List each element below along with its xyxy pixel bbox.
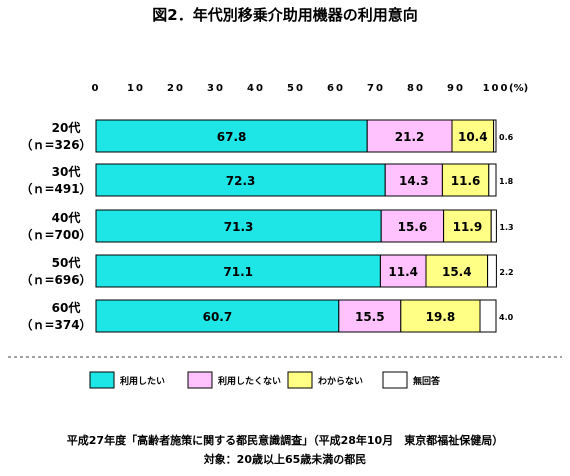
bar-segment bbox=[338, 299, 402, 333]
data-label: 15.6 bbox=[398, 220, 428, 234]
data-label: 11.9 bbox=[453, 220, 483, 234]
bar-segment bbox=[443, 209, 492, 243]
x-tick-label: 70 bbox=[367, 83, 385, 94]
data-label: 15.5 bbox=[355, 310, 385, 324]
legend-label: 無回答 bbox=[413, 375, 441, 387]
x-tick-label: 0 bbox=[92, 83, 101, 94]
bar-segment bbox=[493, 119, 497, 153]
target-note: 対象：20歳以上65歳未満の都民 bbox=[203, 452, 367, 466]
data-label: 19.8 bbox=[426, 310, 456, 324]
bar-segment bbox=[425, 254, 489, 288]
data-label: 21.2 bbox=[395, 130, 425, 144]
bar-segment bbox=[95, 209, 382, 243]
category-label: 30代 bbox=[52, 164, 81, 179]
x-axis: 0 10 20 30 40 50 60 70 80 90 100 (%) bbox=[92, 83, 529, 94]
x-tick-label: 30 bbox=[207, 83, 225, 94]
bar-segment bbox=[479, 299, 497, 333]
data-label: 1.8 bbox=[499, 177, 514, 186]
bar-segment bbox=[95, 254, 381, 288]
category-n-label: （ｎ=374） bbox=[20, 317, 91, 332]
bar-row: 20代 （ｎ=326） 67.8 21.2 10.4 0.6 bbox=[20, 119, 514, 153]
bar-row: 30代 （ｎ=491） 72.3 14.3 11.6 1.8 bbox=[20, 163, 514, 197]
category-label: 50代 bbox=[52, 255, 81, 270]
data-label: 1.3 bbox=[499, 223, 513, 232]
data-label: 11.4 bbox=[388, 265, 418, 279]
legend-label: わからない bbox=[318, 376, 363, 387]
x-tick-label: 50 bbox=[287, 83, 305, 94]
bar-segment bbox=[95, 119, 368, 153]
x-tick-label: 80 bbox=[407, 83, 425, 94]
x-tick-label: 90 bbox=[447, 83, 465, 94]
legend-item: わからない bbox=[287, 371, 363, 389]
category-n-label: （ｎ=326） bbox=[20, 137, 91, 152]
category-n-label: （ｎ=696） bbox=[20, 272, 91, 287]
legend-swatch bbox=[382, 371, 408, 389]
data-label: 4.0 bbox=[499, 313, 514, 322]
bar-segment bbox=[384, 163, 443, 197]
category-n-label: （ｎ=700） bbox=[20, 227, 91, 242]
bar-row: 50代 （ｎ=696） 71.1 11.4 15.4 2.2 bbox=[20, 254, 514, 288]
data-label: 67.8 bbox=[217, 130, 247, 144]
data-label: 10.4 bbox=[458, 130, 488, 144]
data-label: 72.3 bbox=[226, 174, 256, 188]
data-label: 0.6 bbox=[499, 133, 514, 142]
legend-item: 無回答 bbox=[382, 371, 441, 389]
chart-title: 図2．年代別移乗介助用機器の利用意向 bbox=[152, 6, 417, 24]
x-tick-label: 10 bbox=[127, 83, 145, 94]
data-label: 71.3 bbox=[224, 220, 254, 234]
legend-swatch bbox=[89, 371, 115, 389]
legend-item: 利用したい bbox=[89, 371, 165, 389]
data-label: 60.7 bbox=[203, 310, 233, 324]
data-label: 14.3 bbox=[399, 174, 429, 188]
bar-segment bbox=[451, 119, 495, 153]
x-unit-label: (%) bbox=[509, 83, 528, 94]
bar-row: 60代 （ｎ=374） 60.7 15.5 19.8 4.0 bbox=[20, 299, 514, 333]
x-tick-label: 60 bbox=[327, 83, 345, 94]
bar-segment bbox=[366, 119, 453, 153]
category-label: 20代 bbox=[52, 120, 81, 135]
category-n-label: （ｎ=491） bbox=[20, 181, 91, 196]
x-tick-label: 40 bbox=[247, 83, 265, 94]
bars: 20代 （ｎ=326） 67.8 21.2 10.4 0.6 30代 （ｎ=491） 72.3 1… bbox=[20, 119, 514, 333]
bar-segment bbox=[380, 209, 445, 243]
legend-label: 利用したくない bbox=[217, 375, 281, 387]
x-tick-label: 20 bbox=[167, 83, 185, 94]
bar-segment bbox=[441, 163, 490, 197]
data-label: 11.6 bbox=[451, 174, 481, 188]
source-note: 平成27年度「高齢者施策に関する都民意識調査」（平成28年10月 東京都福祉保健… bbox=[67, 433, 503, 447]
legend-swatch bbox=[287, 371, 313, 389]
data-label: 2.2 bbox=[499, 268, 513, 277]
bar-segment bbox=[487, 254, 497, 288]
category-label: 40代 bbox=[52, 210, 81, 225]
legend: 利用したい 利用したくない わからない 無回答 bbox=[89, 371, 441, 389]
legend-swatch bbox=[187, 371, 213, 389]
legend-label: 利用したい bbox=[119, 375, 165, 387]
x-tick-label: 100 bbox=[483, 83, 510, 94]
bar-segment bbox=[488, 163, 497, 197]
data-label: 71.1 bbox=[223, 265, 253, 279]
category-label: 60代 bbox=[52, 300, 81, 315]
bar-segment bbox=[490, 209, 497, 243]
bar-segment bbox=[95, 299, 340, 333]
legend-item: 利用したくない bbox=[187, 371, 281, 389]
data-label: 15.4 bbox=[442, 265, 472, 279]
bar-row: 40代 （ｎ=700） 71.3 15.6 11.9 1.3 bbox=[20, 209, 514, 243]
